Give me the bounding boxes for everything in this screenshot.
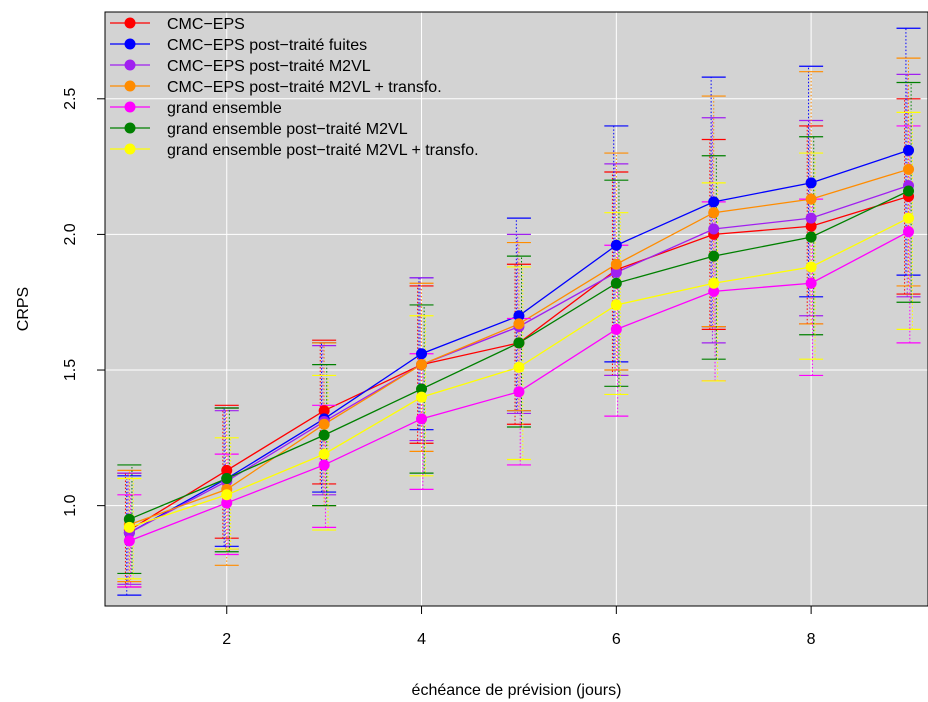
- data-point: [903, 226, 915, 238]
- data-point: [416, 391, 428, 403]
- data-point: [416, 359, 428, 371]
- plot-border: [104, 11, 928, 607]
- y-axis-title: CRPS: [15, 287, 32, 331]
- data-point: [805, 212, 817, 224]
- data-point: [805, 220, 817, 232]
- data-point: [805, 231, 817, 243]
- data-point: [416, 413, 428, 425]
- data-point: [318, 429, 330, 441]
- data-point: [221, 473, 233, 485]
- legend-marker: [124, 38, 136, 50]
- legend-label: grand ensemble post−traité M2VL + transf…: [167, 142, 479, 159]
- data-point: [221, 464, 233, 476]
- data-point: [318, 448, 330, 460]
- legend-label: grand ensemble: [167, 100, 282, 117]
- x-axis-title: échéance de prévision (jours): [412, 682, 622, 699]
- legend-marker: [124, 17, 136, 29]
- data-point: [318, 405, 330, 417]
- legend-marker: [124, 59, 136, 71]
- data-point: [903, 185, 915, 197]
- legend-label: grand ensemble post−traité M2VL: [167, 121, 408, 138]
- data-point: [513, 337, 525, 349]
- data-point: [903, 212, 915, 224]
- series-points-4: [123, 226, 915, 547]
- legend-label: CMC−EPS post−traité fuites: [167, 37, 367, 54]
- data-point: [805, 277, 817, 289]
- data-point: [513, 318, 525, 330]
- legend-label: CMC−EPS: [167, 16, 245, 33]
- data-point: [221, 489, 233, 501]
- legend-marker: [124, 101, 136, 113]
- x-tick-label: 8: [807, 631, 816, 648]
- data-point: [708, 223, 720, 235]
- data-point: [416, 348, 428, 360]
- data-point: [513, 310, 525, 322]
- legend-label: CMC−EPS post−traité M2VL + transfo.: [167, 79, 442, 96]
- data-point: [123, 535, 135, 547]
- axes: 2 4 6 8 1.0 1.5 2.0 2.5: [62, 88, 816, 648]
- legend-label: CMC−EPS post−traité M2VL: [167, 58, 371, 75]
- y-tick-label: 2.5: [62, 88, 79, 110]
- data-point: [610, 258, 622, 270]
- legend-marker: [124, 122, 136, 134]
- x-tick-label: 2: [222, 631, 231, 648]
- data-point: [221, 497, 233, 509]
- y-tick-label: 2.0: [62, 223, 79, 245]
- x-tick-label: 4: [417, 631, 426, 648]
- data-point: [708, 207, 720, 219]
- plot-frame: [104, 11, 928, 607]
- series-group: [117, 27, 921, 596]
- x-tick-label: 6: [612, 631, 621, 648]
- data-point: [903, 163, 915, 175]
- legend-marker: [124, 80, 136, 92]
- data-point: [610, 277, 622, 289]
- data-point: [903, 144, 915, 156]
- data-point: [708, 250, 720, 262]
- data-point: [708, 196, 720, 208]
- legend: CMC−EPS CMC−EPS post−traité fuites CMC−EPS…: [110, 16, 479, 159]
- legend-marker: [124, 143, 136, 155]
- data-point: [610, 323, 622, 335]
- data-point: [610, 266, 622, 278]
- data-point: [805, 261, 817, 273]
- data-point: [123, 521, 135, 533]
- data-point: [610, 239, 622, 251]
- data-point: [805, 193, 817, 205]
- data-point: [708, 277, 720, 289]
- series-points-6: [123, 212, 915, 533]
- series-points-5: [123, 185, 915, 525]
- data-point: [708, 285, 720, 297]
- data-point: [610, 299, 622, 311]
- data-point: [123, 513, 135, 525]
- y-tick-label: 1.0: [62, 494, 79, 516]
- data-point: [805, 177, 817, 189]
- y-tick-label: 1.5: [62, 359, 79, 381]
- data-point: [318, 418, 330, 430]
- data-point: [416, 383, 428, 395]
- data-point: [513, 361, 525, 373]
- data-point: [318, 459, 330, 471]
- data-point: [513, 386, 525, 398]
